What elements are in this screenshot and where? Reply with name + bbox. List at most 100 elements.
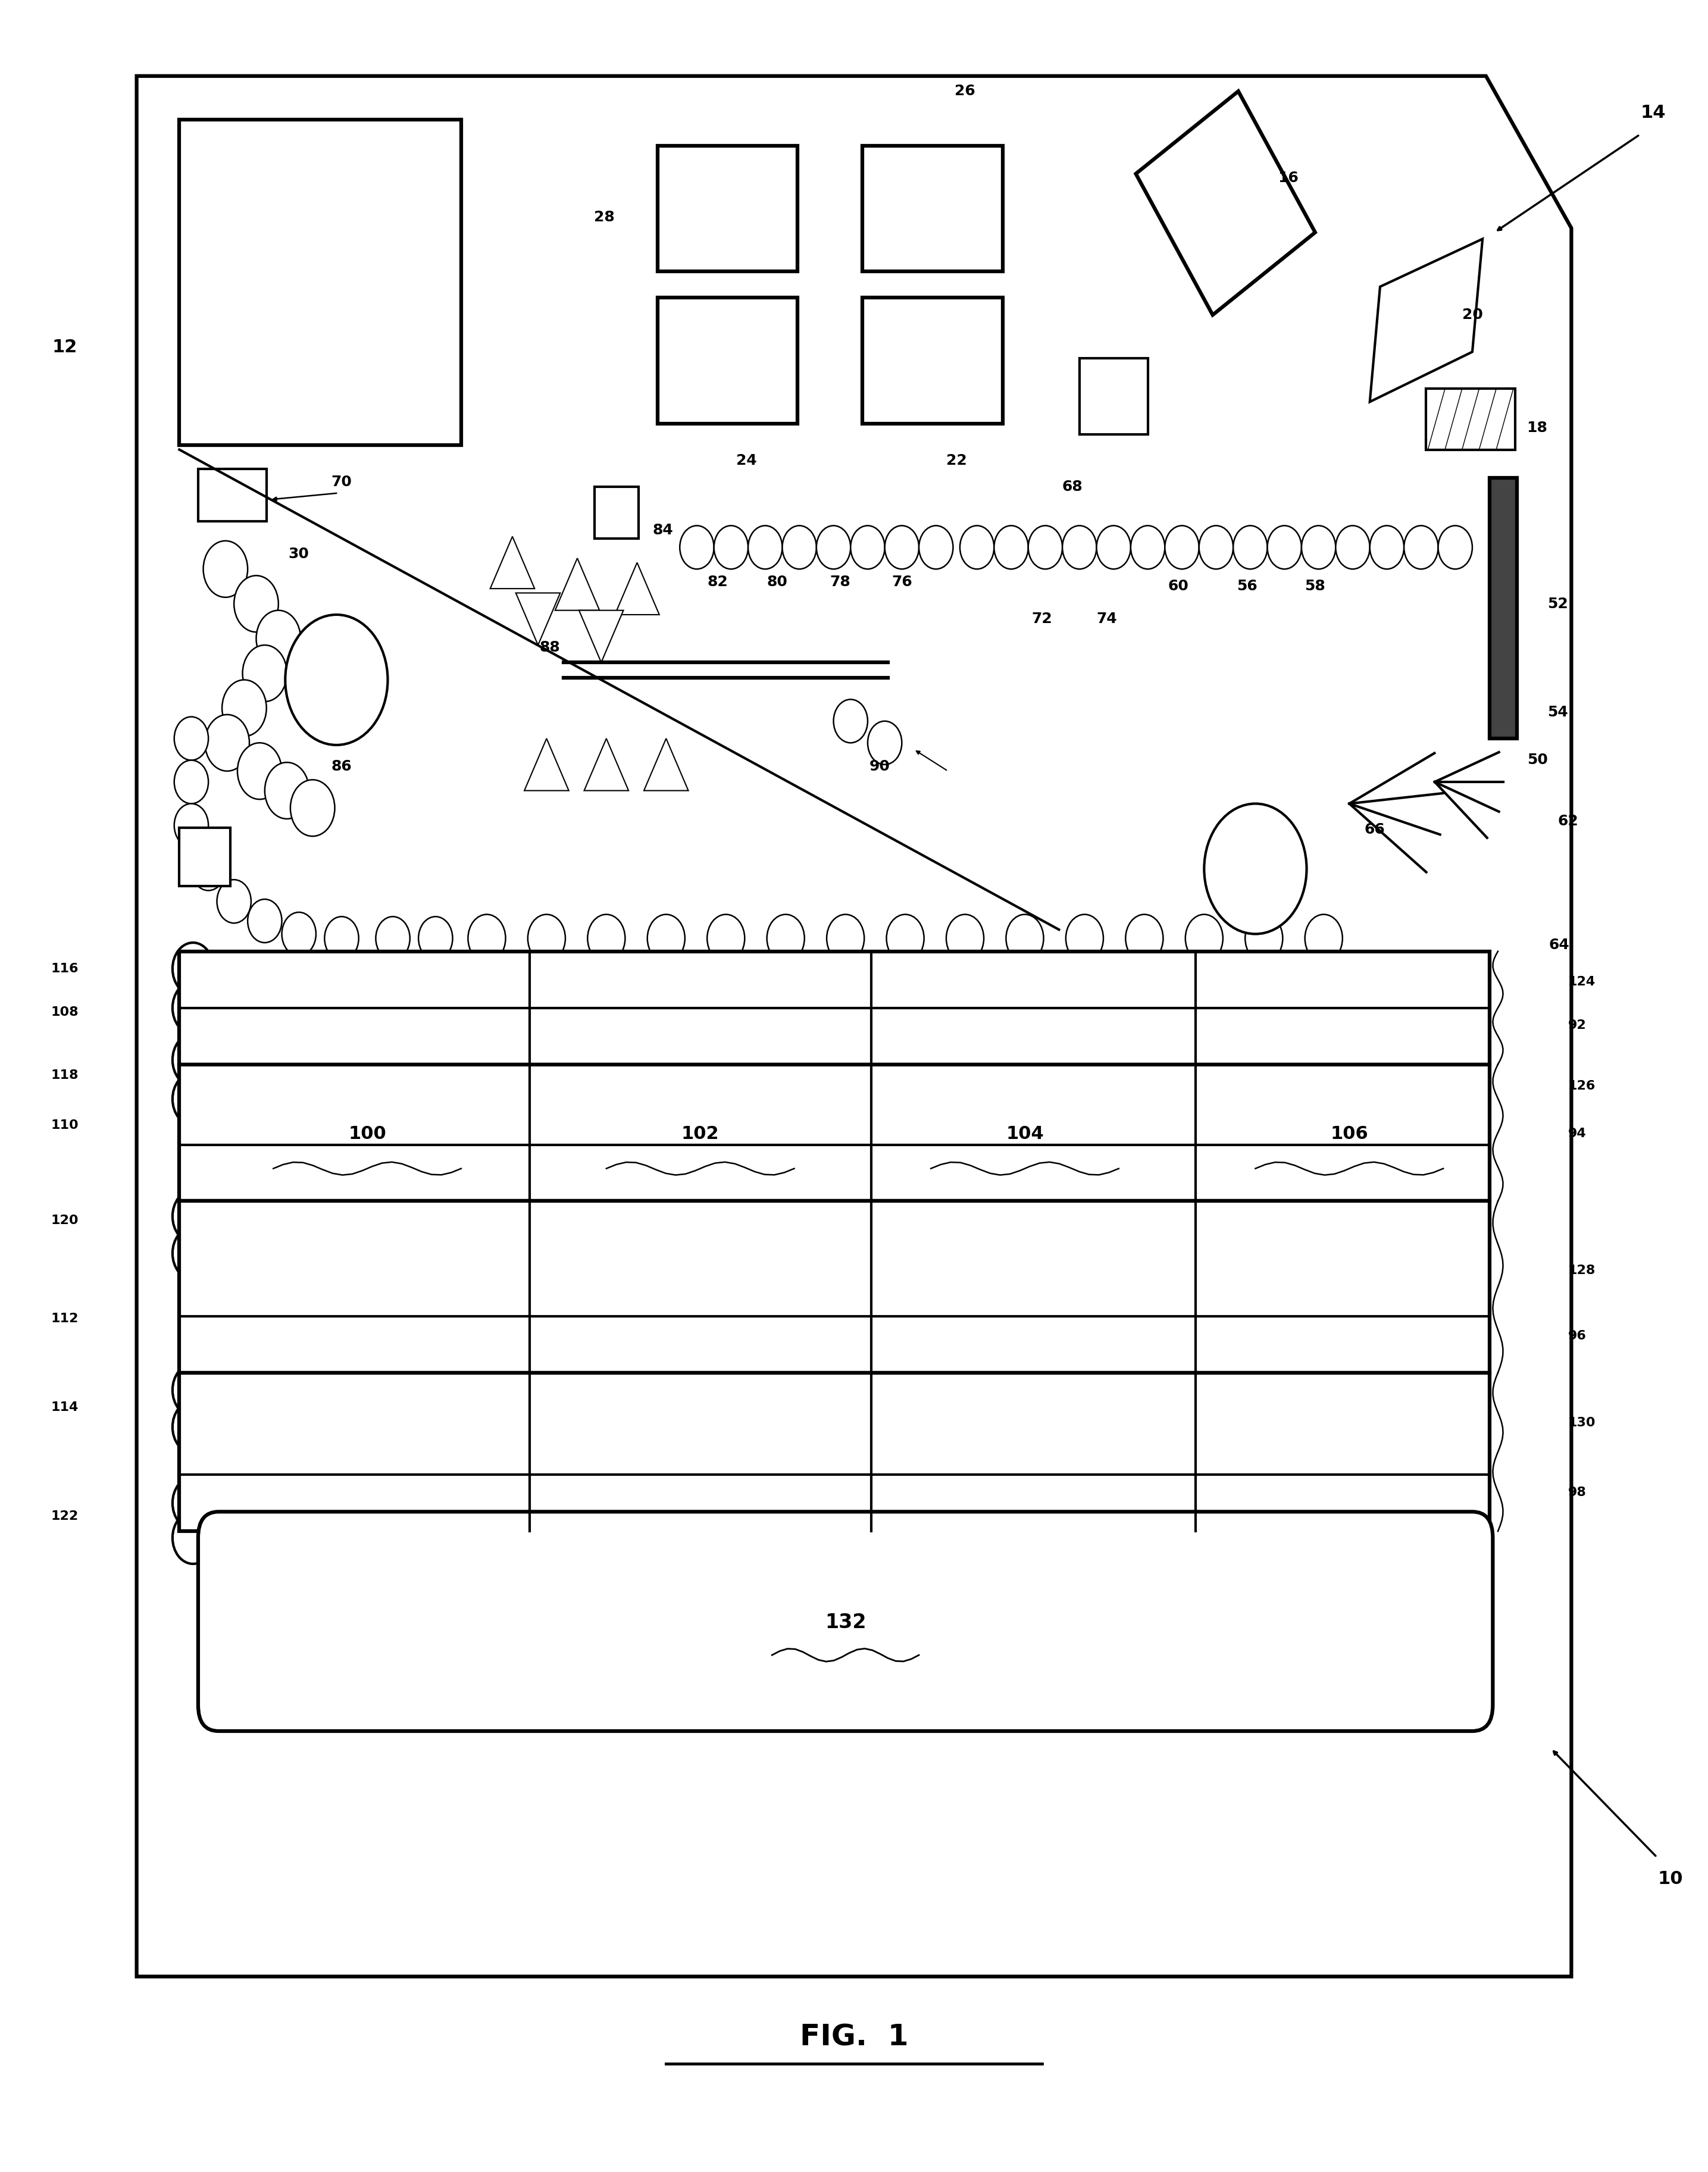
Circle shape: [248, 899, 282, 943]
Circle shape: [946, 914, 984, 962]
Circle shape: [851, 526, 885, 569]
Text: 122: 122: [51, 1510, 79, 1523]
Circle shape: [707, 914, 745, 962]
Circle shape: [1097, 526, 1131, 569]
Text: 22: 22: [946, 454, 967, 467]
Text: 26: 26: [955, 85, 975, 98]
Polygon shape: [137, 76, 1571, 1977]
Polygon shape: [644, 738, 688, 791]
Circle shape: [1165, 526, 1199, 569]
Polygon shape: [1136, 91, 1315, 315]
Circle shape: [1199, 526, 1233, 569]
Circle shape: [782, 526, 816, 569]
Bar: [179, 951, 1489, 1064]
Text: 70: 70: [331, 476, 352, 489]
Circle shape: [325, 917, 359, 960]
Text: 52: 52: [1547, 597, 1568, 610]
Text: 128: 128: [1568, 1264, 1595, 1277]
Circle shape: [173, 1401, 214, 1453]
Text: 12: 12: [53, 339, 77, 356]
FancyBboxPatch shape: [198, 1512, 1493, 1731]
Circle shape: [1404, 526, 1438, 569]
Text: 110: 110: [51, 1119, 79, 1132]
Bar: [179, 1201, 1489, 1373]
Text: 10: 10: [1658, 1870, 1682, 1887]
Circle shape: [173, 1073, 214, 1125]
Circle shape: [243, 645, 287, 702]
Circle shape: [1301, 526, 1336, 569]
Text: 92: 92: [1568, 1019, 1587, 1032]
Polygon shape: [516, 593, 560, 645]
Text: 16: 16: [1278, 172, 1298, 185]
Text: 64: 64: [1549, 938, 1570, 951]
Text: 14: 14: [1641, 104, 1665, 122]
Text: 102: 102: [681, 1125, 719, 1142]
Text: 62: 62: [1558, 814, 1578, 828]
Bar: [594, 487, 639, 539]
Circle shape: [868, 721, 902, 765]
Polygon shape: [490, 536, 535, 589]
Text: 72: 72: [1032, 613, 1052, 626]
Text: 74: 74: [1097, 613, 1117, 626]
Bar: [179, 1373, 1489, 1531]
Circle shape: [174, 804, 208, 847]
Text: 126: 126: [1568, 1079, 1595, 1093]
Circle shape: [588, 914, 625, 962]
Text: 82: 82: [707, 576, 728, 589]
Bar: [1079, 358, 1148, 434]
Polygon shape: [555, 558, 600, 610]
Circle shape: [647, 914, 685, 962]
Text: 30: 30: [289, 547, 309, 560]
Circle shape: [173, 1034, 214, 1086]
Circle shape: [191, 847, 225, 891]
Circle shape: [1245, 914, 1283, 962]
Polygon shape: [615, 563, 659, 615]
Circle shape: [1336, 526, 1370, 569]
Bar: [1489, 478, 1517, 738]
Circle shape: [827, 914, 864, 962]
Circle shape: [1126, 914, 1163, 962]
Circle shape: [173, 1364, 214, 1416]
Circle shape: [173, 943, 214, 995]
Text: 58: 58: [1305, 580, 1325, 593]
Circle shape: [203, 541, 248, 597]
Bar: [179, 119, 461, 445]
Circle shape: [376, 917, 410, 960]
Text: 104: 104: [1006, 1125, 1044, 1142]
Circle shape: [680, 526, 714, 569]
Circle shape: [285, 615, 388, 745]
Text: 68: 68: [1062, 480, 1083, 493]
Text: 120: 120: [51, 1214, 79, 1227]
Circle shape: [1131, 526, 1165, 569]
Circle shape: [290, 780, 335, 836]
Circle shape: [173, 1512, 214, 1564]
Text: 60: 60: [1168, 580, 1189, 593]
Polygon shape: [524, 738, 569, 791]
Text: 96: 96: [1568, 1329, 1587, 1342]
Text: 124: 124: [1568, 975, 1595, 988]
Circle shape: [885, 526, 919, 569]
Text: 24: 24: [736, 454, 757, 467]
Circle shape: [528, 914, 565, 962]
Text: 132: 132: [825, 1612, 866, 1633]
Text: 118: 118: [51, 1069, 79, 1082]
Circle shape: [1062, 526, 1097, 569]
Polygon shape: [584, 738, 629, 791]
Circle shape: [834, 699, 868, 743]
Circle shape: [1370, 526, 1404, 569]
Bar: [863, 298, 1003, 424]
Circle shape: [1438, 526, 1472, 569]
Circle shape: [748, 526, 782, 569]
Circle shape: [960, 526, 994, 569]
Text: 50: 50: [1527, 754, 1547, 767]
Circle shape: [767, 914, 804, 962]
Bar: [658, 298, 798, 424]
Circle shape: [173, 1190, 214, 1242]
Text: 108: 108: [51, 1006, 79, 1019]
Bar: [179, 828, 231, 886]
Circle shape: [237, 743, 282, 799]
Circle shape: [1233, 526, 1267, 569]
Polygon shape: [579, 610, 623, 662]
Text: 28: 28: [594, 211, 615, 224]
Text: 130: 130: [1568, 1416, 1595, 1429]
